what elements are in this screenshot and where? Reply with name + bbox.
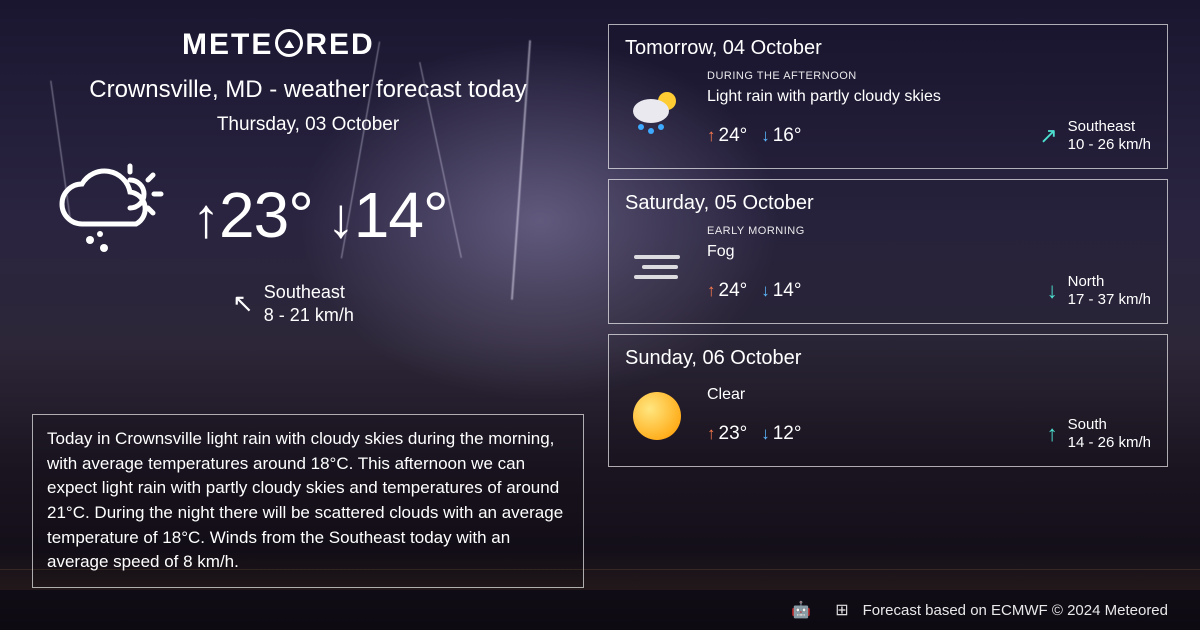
footer: 🤖 ⊞ Forecast based on ECMWF © 2024 Meteo… — [32, 600, 1168, 620]
platform-icons: 🤖 ⊞ — [791, 600, 848, 620]
fog-icon — [625, 255, 689, 279]
today-high: ↑23° — [192, 178, 313, 252]
wind-direction: Southeast — [264, 281, 354, 304]
forecast-title: Tomorrow, 04 October — [625, 37, 1151, 60]
forecast-high: ↑24° — [707, 125, 747, 147]
today-wind: ↖ Southeast 8 - 21 km/h — [232, 281, 584, 326]
forecast-condition: Clear — [707, 386, 1151, 404]
wind-direction-icon: ↖ — [232, 288, 254, 319]
today-date: Thursday, 03 October — [32, 114, 584, 136]
wind-arrow-icon: ↑ — [1047, 421, 1058, 447]
rain-cloud-sun-icon — [52, 162, 172, 267]
forecast-wind: ↓ North 17 - 37 km/h — [1047, 273, 1151, 309]
forecast-condition: Fog — [707, 243, 1151, 261]
current-conditions: ↑23° ↓14° — [52, 162, 584, 267]
sun-icon — [625, 392, 689, 440]
wind-arrow-icon: ↗ — [1039, 123, 1057, 149]
forecast-wind: ↑ South 14 - 26 km/h — [1047, 416, 1151, 452]
location-title: Crownsville, MD - weather forecast today — [32, 76, 584, 104]
footer-text: Forecast based on ECMWF © 2024 Meteored — [863, 602, 1168, 619]
forecast-condition: Light rain with partly cloudy skies — [707, 88, 1151, 106]
rain-sun-icon — [625, 87, 689, 137]
today-description: Today in Crownsville light rain with clo… — [32, 414, 584, 588]
logo-icon — [275, 29, 303, 57]
forecast-low: ↓16° — [761, 125, 801, 147]
forecast-high: ↑23° — [707, 423, 747, 445]
forecast-low: ↓12° — [761, 423, 801, 445]
forecast-low: ↓14° — [761, 280, 801, 302]
windows-icon: ⊞ — [835, 600, 848, 620]
forecast-high: ↑24° — [707, 280, 747, 302]
forecast-card: Tomorrow, 04 October DURING THE AFTERNOO… — [608, 24, 1168, 169]
forecast-list: Tomorrow, 04 October DURING THE AFTERNOO… — [608, 24, 1168, 594]
wind-speed: 8 - 21 km/h — [264, 304, 354, 327]
forecast-card: Saturday, 05 October EARLY MORNING Fog ↑… — [608, 179, 1168, 324]
android-icon: 🤖 — [791, 600, 811, 620]
wind-arrow-icon: ↓ — [1047, 278, 1058, 304]
forecast-period: DURING THE AFTERNOON — [707, 70, 1151, 82]
brand-logo: METERED — [182, 28, 584, 62]
forecast-title: Sunday, 06 October — [625, 347, 1151, 370]
forecast-title: Saturday, 05 October — [625, 192, 1151, 215]
forecast-wind: ↗ Southeast 10 - 26 km/h — [1039, 118, 1151, 154]
forecast-period: EARLY MORNING — [707, 225, 1151, 237]
today-low: ↓14° — [327, 178, 448, 252]
forecast-card: Sunday, 06 October Clear ↑23° ↓12° ↑ — [608, 334, 1168, 467]
